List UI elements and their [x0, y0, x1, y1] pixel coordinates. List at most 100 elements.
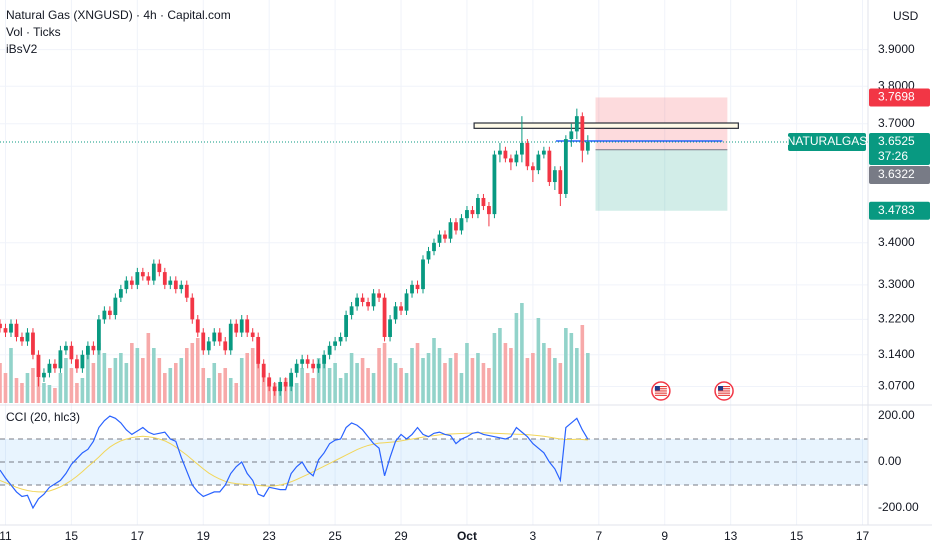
- candle-body: [201, 332, 206, 351]
- volume-bar: [47, 385, 52, 403]
- candle-body: [25, 332, 30, 342]
- candle-body: [162, 272, 167, 285]
- volume-bar: [531, 353, 535, 403]
- price-badge: [869, 132, 930, 165]
- candle-body: [300, 359, 305, 364]
- currency-label: USD: [893, 9, 919, 23]
- candle-body: [184, 284, 189, 298]
- volume-bar: [338, 378, 343, 403]
- plot-area: [0, 97, 868, 510]
- candle-body: [305, 359, 310, 364]
- volume-bar: [426, 353, 431, 403]
- volume-bar: [355, 363, 359, 403]
- flag-stripe: [654, 388, 667, 390]
- x-tick-label: 29: [394, 529, 408, 543]
- volume-bar: [25, 373, 30, 403]
- volume-bar: [305, 373, 310, 403]
- volume-bar: [113, 358, 118, 403]
- candle-body: [14, 323, 19, 337]
- candle-body: [102, 310, 107, 320]
- y-tick-label: 3.1400: [878, 347, 915, 361]
- candle-body: [256, 336, 261, 364]
- countdown-label: 37:26: [878, 149, 908, 163]
- candle-body: [322, 354, 327, 364]
- volume-bar: [448, 358, 453, 403]
- flag-stripe: [718, 392, 731, 394]
- candle-body: [393, 306, 398, 320]
- volume-bar: [86, 348, 90, 403]
- candle-body: [530, 166, 535, 171]
- volume-bar: [14, 378, 19, 403]
- candle-body: [498, 150, 502, 155]
- volume-bar: [9, 348, 13, 403]
- volume-bar: [300, 368, 304, 403]
- volume-bar: [316, 358, 321, 403]
- candle-body: [432, 242, 436, 252]
- volume-bar: [481, 363, 486, 403]
- volume-bar: [119, 353, 123, 403]
- candle-body: [85, 345, 90, 355]
- volume-bar: [399, 368, 403, 403]
- x-tick-label: 15: [790, 529, 804, 543]
- candle-body: [179, 284, 184, 290]
- y-tick-label: 3.0700: [878, 379, 915, 393]
- candle-body: [9, 323, 13, 333]
- candle-body: [355, 297, 359, 307]
- volume-bar: [476, 353, 480, 403]
- indicator-label: iBsV2: [6, 42, 38, 56]
- candle-body: [129, 280, 134, 285]
- event-flag[interactable]: [714, 381, 734, 401]
- volume-bar: [470, 358, 475, 403]
- volume-bar: [157, 358, 162, 403]
- volume-bar: [520, 303, 524, 403]
- volume-bar: [261, 373, 266, 403]
- candle-body: [118, 289, 123, 298]
- volume-bar: [327, 368, 332, 403]
- volume-bar: [91, 363, 96, 403]
- cci-line: [0, 415, 589, 510]
- symbol-label-bg: [788, 132, 866, 151]
- candle-body: [344, 315, 349, 337]
- volume-bar: [168, 368, 173, 403]
- x-tick-label: 15: [65, 529, 79, 543]
- flag-stripe: [718, 386, 731, 388]
- price-badge-label: 3.4783: [878, 203, 915, 217]
- volume-bar: [163, 373, 167, 403]
- flag-stripe: [654, 386, 667, 388]
- candle-body: [316, 363, 321, 369]
- candle-body: [272, 386, 277, 392]
- volume-bar: [382, 343, 387, 403]
- volume-bar: [366, 368, 370, 403]
- candle-body: [536, 154, 541, 171]
- candle-body: [53, 363, 57, 369]
- volume-bar: [212, 363, 217, 403]
- x-tick-label: 17: [131, 529, 145, 543]
- volume-bar: [586, 353, 590, 403]
- volume-bar: [404, 373, 409, 403]
- volume-bar: [454, 353, 458, 403]
- candle-body: [42, 372, 46, 378]
- event-flag[interactable]: [651, 381, 671, 401]
- candle-body: [212, 332, 217, 342]
- indicator-title: CCI (20, hlc3): [6, 410, 80, 424]
- volume-bar: [547, 348, 552, 403]
- candle-body: [465, 210, 469, 219]
- candle-body: [552, 170, 557, 183]
- candle-body: [261, 363, 266, 378]
- volume-bar: [371, 373, 376, 403]
- volume-bar: [0, 363, 2, 403]
- candle-body: [448, 222, 453, 239]
- x-tick-label: 17: [856, 529, 870, 543]
- candle-body: [558, 170, 563, 194]
- y-tick-label: 200.00: [878, 408, 915, 422]
- candle-body: [294, 363, 299, 373]
- y-tick-label: 3.4000: [878, 235, 915, 249]
- candle-body: [541, 150, 546, 155]
- candle-body: [36, 354, 41, 378]
- candle-body: [454, 222, 458, 231]
- volume-bar: [256, 363, 261, 403]
- volume-bar: [503, 343, 508, 403]
- volume-bar: [36, 378, 41, 403]
- candle-body: [267, 377, 272, 387]
- candle-body: [80, 354, 85, 369]
